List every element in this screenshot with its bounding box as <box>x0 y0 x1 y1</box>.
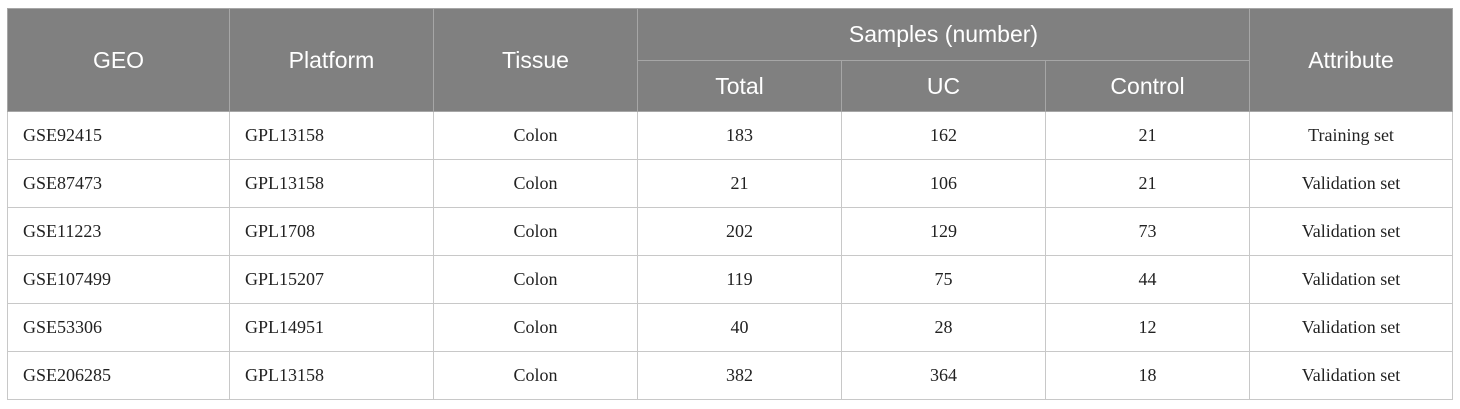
table-cell: 12 <box>1044 303 1251 352</box>
table-cell: 21 <box>1044 159 1251 208</box>
table-cell: Colon <box>433 159 638 208</box>
table-cell: Validation set <box>1249 207 1454 256</box>
header-cell: UC <box>841 60 1046 112</box>
table-row: GSE53306 GPL14951 Colon 40 28 12 Validation se… <box>7 303 1454 352</box>
header-cell: Samples (number) <box>636 8 1251 61</box>
header-cell: Control <box>1044 60 1251 112</box>
table-cell: Validation set <box>1249 159 1454 208</box>
table-cell: GPL13158 <box>229 111 434 160</box>
table-cell: 202 <box>637 207 842 256</box>
table-row: GSE92415 GPL13158 Colon 183 162 21 Training se… <box>7 111 1454 160</box>
table-cell: Validation set <box>1249 351 1454 400</box>
table-cell: GPL13158 <box>229 159 434 208</box>
table-cell: GPL1708 <box>229 207 434 256</box>
table-row: GSE206285 GPL13158 Colon 382 364 18 Validation… <box>7 351 1454 400</box>
header-cell: Total <box>637 60 842 112</box>
header-cell: Tissue <box>433 8 638 112</box>
table-cell: 364 <box>841 351 1046 400</box>
data-table: GEO Platform Tissue Samples (number) Att… <box>7 8 1454 400</box>
table-cell: Colon <box>433 351 638 400</box>
table-cell: GPL15207 <box>229 255 434 304</box>
table-cell: Colon <box>433 111 638 160</box>
table-cell: Colon <box>433 207 638 256</box>
table-cell: 18 <box>1044 351 1251 400</box>
table-cell: GSE206285 <box>7 351 230 400</box>
table-cell: 75 <box>841 255 1046 304</box>
table-cell: GPL13158 <box>229 351 434 400</box>
table-cell: 21 <box>637 159 842 208</box>
table-cell: GSE107499 <box>7 255 230 304</box>
table-cell: Validation set <box>1249 255 1454 304</box>
table-cell: 21 <box>1044 111 1251 160</box>
table-cell: 28 <box>841 303 1046 352</box>
header-cell: GEO <box>7 8 230 112</box>
table-cell: Training set <box>1249 111 1454 160</box>
table-cell: 162 <box>841 111 1046 160</box>
table-cell: Colon <box>433 303 638 352</box>
table-cell: 44 <box>1044 255 1251 304</box>
table-cell: 382 <box>637 351 842 400</box>
table-row: GSE11223 GPL1708 Colon 202 129 73 Validation s… <box>7 207 1454 256</box>
header-cell: Attribute <box>1249 8 1454 112</box>
table-cell: Validation set <box>1249 303 1454 352</box>
table-cell: Colon <box>433 255 638 304</box>
table-cell: 183 <box>637 111 842 160</box>
table-row: GSE87473 GPL13158 Colon 21 106 21 Validation s… <box>7 159 1454 208</box>
header-cell: Platform <box>229 8 434 112</box>
table-cell: 73 <box>1044 207 1251 256</box>
table-cell: 129 <box>841 207 1046 256</box>
table-cell: 106 <box>841 159 1046 208</box>
table-cell: GSE53306 <box>7 303 230 352</box>
table-cell: GPL14951 <box>229 303 434 352</box>
table-cell: GSE87473 <box>7 159 230 208</box>
table-cell: GSE11223 <box>7 207 230 256</box>
table-cell: 119 <box>637 255 842 304</box>
table-cell: 40 <box>637 303 842 352</box>
table-row: GSE107499 GPL15207 Colon 119 75 44 Validation … <box>7 255 1454 304</box>
table-cell: GSE92415 <box>7 111 230 160</box>
table-header: GEO Platform Tissue Samples (number) Att… <box>7 8 1454 112</box>
table-body: GSE92415 GPL13158 Colon 183 162 21 Training se… <box>7 111 1454 400</box>
